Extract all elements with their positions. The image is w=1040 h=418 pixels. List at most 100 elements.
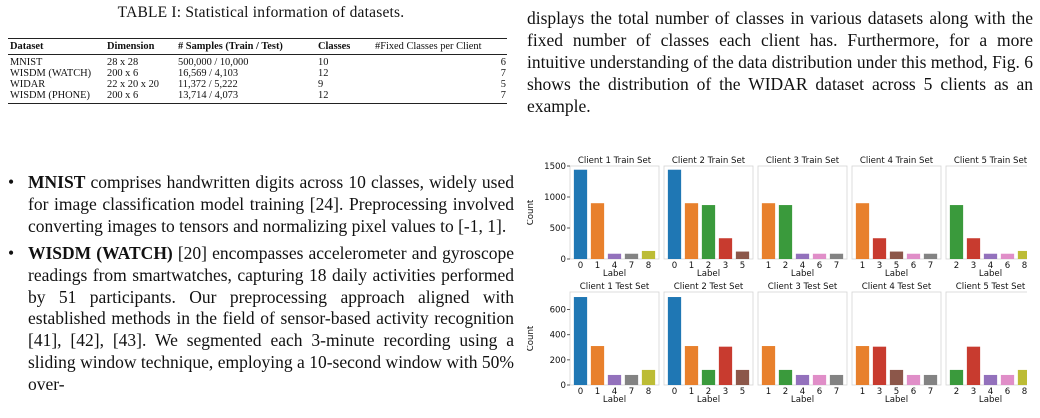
y-tick-label: 600 [550, 306, 566, 316]
x-tick-label: 4 [988, 261, 993, 271]
datasets-table: Dataset Dimension # Samples (Train / Tes… [8, 38, 507, 104]
bar [795, 253, 810, 259]
body-paragraph: displays the total number of classes in … [527, 8, 1033, 116]
bar [761, 203, 776, 259]
x-tick-label: 6 [911, 261, 916, 271]
bar [624, 374, 639, 385]
x-tick-label: 0 [672, 387, 677, 397]
x-tick-label: 5 [894, 387, 899, 397]
y-tick-label: 1000 [544, 193, 566, 203]
x-tick-label: 1 [595, 387, 600, 397]
x-tick-label: 5 [740, 387, 745, 397]
panel-title: Client 1 Train Set [578, 156, 652, 166]
x-tick-label: 3 [723, 261, 728, 271]
x-tick-label: 4 [988, 387, 993, 397]
bar [829, 374, 844, 385]
y-tick-label: 200 [550, 356, 566, 366]
x-tick-label: 5 [740, 261, 745, 271]
x-tick-label: 1 [860, 387, 865, 397]
bar [906, 253, 921, 259]
bar [872, 346, 887, 385]
x-tick-label: 2 [783, 261, 788, 271]
bar [1017, 250, 1027, 259]
x-axis-label: Label [979, 395, 1002, 405]
y-axis-label: Count [527, 325, 536, 351]
bar [667, 169, 682, 259]
bar [1000, 374, 1015, 385]
y-axis-label: Count [527, 199, 536, 225]
table-cell: WIDAR [10, 79, 46, 90]
table-cell: 13,714 / 4,073 [178, 90, 239, 101]
bar [795, 374, 810, 385]
table-row: WISDM (WATCH) 200 x 6 16,569 / 4,103 12 … [8, 68, 507, 79]
panel-title: Client 1 Test Set [580, 282, 650, 292]
x-tick-label: 7 [928, 387, 933, 397]
table-cell: 6 [500, 57, 506, 68]
x-tick-label: 4 [800, 387, 805, 397]
bullet-term: WISDM (WATCH) [28, 242, 173, 263]
bar [872, 238, 887, 259]
x-tick-label: 3 [877, 387, 882, 397]
bar [667, 297, 682, 385]
bar [812, 253, 827, 259]
bar [641, 369, 656, 385]
table-cell: 22 x 20 x 20 [107, 79, 159, 90]
table-cell: 10 [318, 57, 329, 68]
x-axis-label: Label [603, 269, 626, 279]
x-tick-label: 5 [894, 261, 899, 271]
table-caption: TABLE I: Statistical information of data… [117, 4, 405, 21]
bar [761, 346, 776, 385]
x-tick-label: 1 [689, 387, 694, 397]
table-cell: 11,372 / 5,222 [178, 79, 238, 90]
y-tick-label: 1500 [544, 162, 566, 172]
y-tick-label: 0 [561, 255, 566, 265]
bar [718, 346, 733, 385]
list-item: • MNIST comprises handwritten digits acr… [8, 172, 514, 238]
panel-title: Client 2 Train Set [672, 156, 746, 166]
bar [778, 369, 793, 385]
panel-title: Client 5 Test Set [956, 282, 1026, 292]
bar [641, 250, 656, 259]
bar [949, 205, 964, 259]
table-cell: 7 [500, 90, 506, 101]
x-tick-label: 7 [834, 387, 839, 397]
x-axis-label: Label [791, 269, 814, 279]
table-cell: 12 [318, 90, 329, 101]
bar [573, 297, 588, 385]
bar [812, 374, 827, 385]
x-tick-label: 8 [646, 387, 651, 397]
panel-title: Client 3 Train Set [766, 156, 840, 166]
table-cell: WISDM (PHONE) [10, 90, 90, 101]
panel-title: Client 3 Test Set [768, 282, 838, 292]
bar [684, 346, 699, 385]
x-tick-label: 0 [672, 261, 677, 271]
table-cell: 200 x 6 [107, 68, 139, 79]
bar [624, 253, 639, 259]
x-tick-label: 4 [612, 261, 617, 271]
table-header: Dataset [10, 41, 44, 52]
x-tick-label: 4 [800, 261, 805, 271]
right-column: displays the total number of classes in … [527, 0, 1033, 418]
bar [1017, 369, 1027, 385]
bar [829, 253, 844, 259]
bar [735, 251, 750, 259]
x-axis-label: Label [791, 395, 814, 405]
table-cell: WISDM (WATCH) [10, 68, 92, 79]
x-tick-label: 3 [971, 387, 976, 397]
table-header: # Samples (Train / Test) [178, 41, 283, 52]
x-tick-label: 2 [706, 261, 711, 271]
y-tick-label: 0 [561, 381, 566, 391]
x-tick-label: 0 [578, 387, 583, 397]
bar [684, 203, 699, 259]
x-tick-label: 0 [578, 261, 583, 271]
bar [983, 253, 998, 259]
y-tick-label: 500 [550, 224, 566, 234]
bar [607, 374, 622, 385]
bar [923, 374, 938, 385]
bar [590, 346, 605, 385]
x-tick-label: 8 [646, 261, 651, 271]
x-axis-label: Label [697, 395, 720, 405]
table-cell: MNIST [10, 57, 43, 68]
bullet-marker: • [8, 172, 15, 192]
